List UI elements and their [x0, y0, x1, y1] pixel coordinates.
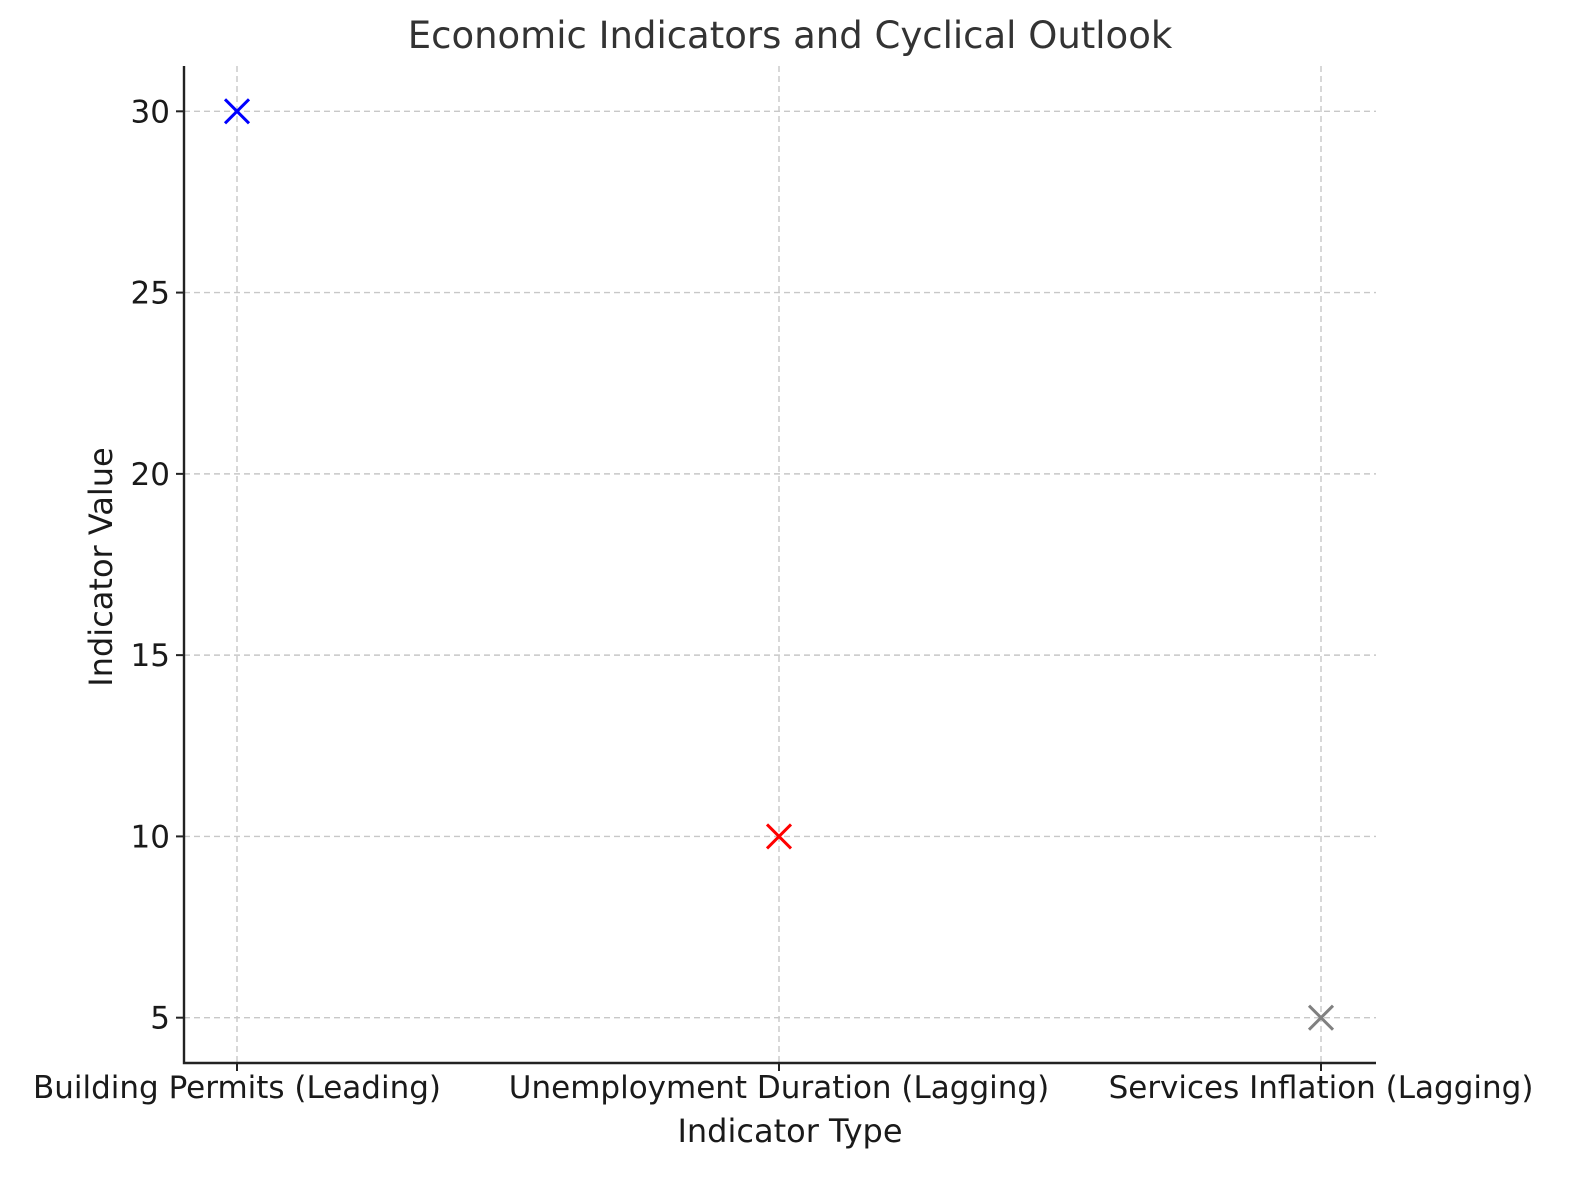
x-tick-label: Services Inflation (Lagging)	[1109, 1070, 1534, 1106]
x-axis-label: Indicator Type	[677, 1112, 902, 1150]
data-point-x-marker	[1307, 1004, 1335, 1031]
data-point-x-marker	[765, 823, 793, 850]
chart-title: Economic Indicators and Cyclical Outlook	[408, 14, 1173, 57]
y-axis-label: Indicator Value	[82, 447, 120, 686]
marker-stroke	[765, 823, 793, 850]
x-tick-label: Unemployment Duration (Lagging)	[509, 1070, 1049, 1106]
x-tick-label: Building Permits (Leading)	[33, 1070, 441, 1106]
marker-stroke	[1307, 1004, 1335, 1031]
y-tick-label: 20	[131, 457, 170, 493]
data-points	[223, 98, 1335, 1031]
y-tick-label: 15	[131, 638, 170, 674]
tick-marks	[176, 110, 1322, 1071]
axis-spine	[182, 66, 1376, 1065]
y-tick-label: 5	[150, 1001, 170, 1037]
axes-spines	[182, 66, 1376, 1065]
marker-stroke	[223, 98, 251, 125]
data-point-x-marker	[223, 98, 251, 125]
y-tick-label: 30	[131, 94, 170, 130]
y-tick-labels: 5 10 15 20 25 30	[131, 94, 170, 1036]
x-tick-labels: Building Permits (Leading) Unemployment D…	[33, 1070, 1533, 1106]
y-tick-label: 10	[131, 819, 170, 855]
y-tick-label: 25	[131, 276, 170, 312]
grid-lines	[184, 66, 1376, 1063]
